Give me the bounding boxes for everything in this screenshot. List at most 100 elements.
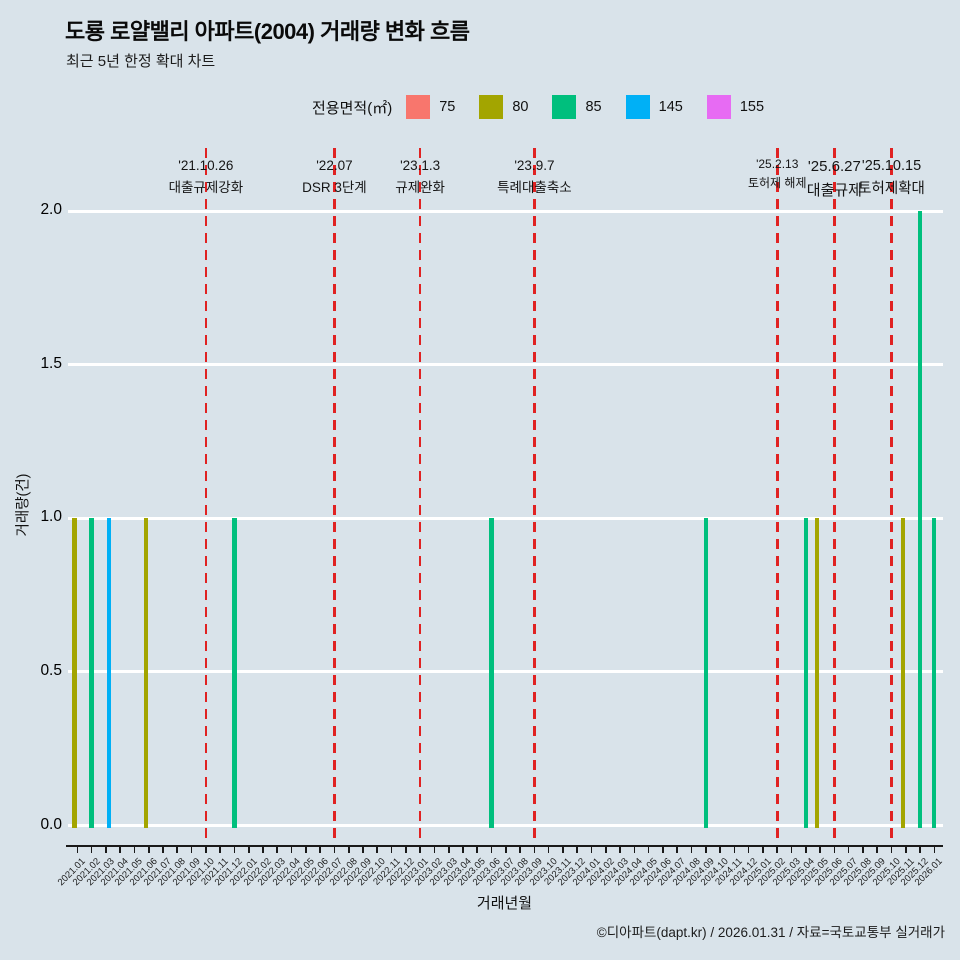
x-tick xyxy=(219,847,221,853)
y-axis-title: 거래량(건) xyxy=(15,473,32,537)
bar-85-2025.04 xyxy=(803,518,808,828)
event-line-2025.02 xyxy=(776,148,779,845)
legend-title: 전용면적(㎡) xyxy=(312,99,393,117)
x-tick xyxy=(90,847,93,853)
x-tick xyxy=(205,847,207,853)
x-tick xyxy=(247,847,250,853)
x-tick xyxy=(76,847,79,853)
x-tick xyxy=(133,847,136,853)
event-date: '23.1.3 xyxy=(400,158,441,173)
event-line-2025.10 xyxy=(890,148,893,845)
x-tick xyxy=(376,847,379,853)
event-date: '22.07 xyxy=(316,158,353,173)
x-tick xyxy=(747,847,750,853)
x-tick xyxy=(605,847,607,853)
event-annotation-2021.10: '21.10.26 대출규제강화 xyxy=(111,155,301,199)
bar-145-2021.03 xyxy=(106,518,111,828)
x-tick xyxy=(333,847,336,853)
x-tick xyxy=(876,847,879,853)
event-line-2025.06 xyxy=(833,148,836,845)
event-annotation-2025.02: '25.2.13 토허제 해제 xyxy=(682,155,872,194)
event-label: 규제완화 xyxy=(395,179,445,195)
event-label: 특례대출축소 xyxy=(497,179,572,195)
legend-label-80: 80 xyxy=(512,99,529,115)
x-tick xyxy=(533,847,536,853)
x-tick xyxy=(833,847,836,853)
bar-80-2025.05 xyxy=(815,518,820,828)
y-tick-label: 1.5 xyxy=(40,354,62,372)
event-label: 대출규제 xyxy=(806,182,862,200)
gridline-y-2.0 xyxy=(68,209,943,213)
bar-85-2025.12 xyxy=(918,211,923,828)
x-tick xyxy=(762,847,764,853)
bar-85-2021.12 xyxy=(232,518,237,828)
legend-label-85: 85 xyxy=(585,99,602,115)
event-line-2021.10 xyxy=(204,148,208,845)
x-tick xyxy=(633,847,636,853)
x-tick xyxy=(476,847,479,853)
x-tick xyxy=(590,847,593,853)
y-tick-label: 1.0 xyxy=(40,508,62,526)
event-annotation-2025.10: '25.10.15 토허제확대 xyxy=(797,155,960,202)
y-tick-label: 0.5 xyxy=(40,661,62,679)
x-tick xyxy=(676,847,679,853)
footer-credit: ©디아파트(dapt.kr) / 2026.01.31 / 자료=국토교통부 실… xyxy=(596,925,945,940)
x-tick xyxy=(490,847,493,853)
x-tick xyxy=(547,847,550,853)
x-tick xyxy=(419,847,421,853)
event-date: '23.9.7 xyxy=(514,158,555,173)
x-tick xyxy=(662,847,664,853)
page-title: 도룡 로얄밸리 아파트(2004) 거래량 변화 흐름 xyxy=(65,19,470,44)
x-tick xyxy=(176,847,179,853)
event-date: '25.10.15 xyxy=(861,158,922,174)
legend-swatch-75 xyxy=(406,95,431,119)
x-tick xyxy=(362,847,364,853)
x-tick xyxy=(619,847,621,853)
event-label: 토허제확대 xyxy=(858,181,925,198)
x-tick xyxy=(405,847,407,853)
event-label: 대출규제강화 xyxy=(168,179,244,195)
legend-swatch-80 xyxy=(479,95,504,119)
x-tick xyxy=(105,847,107,853)
x-tick xyxy=(562,847,564,853)
event-annotation-2023.09: '23.9.7 특례대출축소 xyxy=(439,155,629,199)
page-subtitle: 최근 5년 한정 확대 차트 xyxy=(66,53,216,70)
y-tick-label: 2.0 xyxy=(40,201,62,218)
event-line-2022.07 xyxy=(333,148,336,845)
legend-swatch-145 xyxy=(625,95,650,119)
x-tick xyxy=(776,847,779,853)
x-tick xyxy=(933,847,936,853)
x-tick xyxy=(233,847,236,853)
x-tick xyxy=(347,847,350,853)
x-tick xyxy=(790,847,793,853)
x-tick xyxy=(576,847,579,853)
x-tick xyxy=(147,847,150,853)
x-tick xyxy=(119,847,121,853)
event-label: DSR 3단계 xyxy=(302,179,367,195)
x-axis-line xyxy=(66,845,943,847)
x-tick xyxy=(190,847,193,853)
legend-label-155: 155 xyxy=(739,99,765,115)
x-tick xyxy=(905,847,907,853)
x-tick xyxy=(390,847,393,853)
x-tick xyxy=(719,847,721,853)
x-tick xyxy=(447,847,450,853)
x-tick xyxy=(505,847,507,853)
x-tick xyxy=(705,847,707,853)
legend-label-75: 75 xyxy=(439,99,456,115)
x-tick xyxy=(262,847,264,853)
x-tick xyxy=(847,847,850,853)
x-axis-title: 거래년월 xyxy=(476,895,533,912)
bar-85-2021.02 xyxy=(89,518,94,828)
x-tick xyxy=(290,847,293,853)
event-date: '21.10.26 xyxy=(178,158,234,173)
legend-swatch-85 xyxy=(552,95,577,119)
x-tick xyxy=(433,847,436,853)
legend-swatch-155 xyxy=(706,95,731,119)
legend: 전용면적(㎡) 75 80 85 145 155 xyxy=(312,92,788,122)
gridline-y-1.0 xyxy=(68,516,943,520)
event-label: 토허제 해제 xyxy=(747,176,807,191)
x-tick xyxy=(647,847,650,853)
x-tick xyxy=(805,847,807,853)
event-date: '25.2.13 xyxy=(756,157,799,171)
